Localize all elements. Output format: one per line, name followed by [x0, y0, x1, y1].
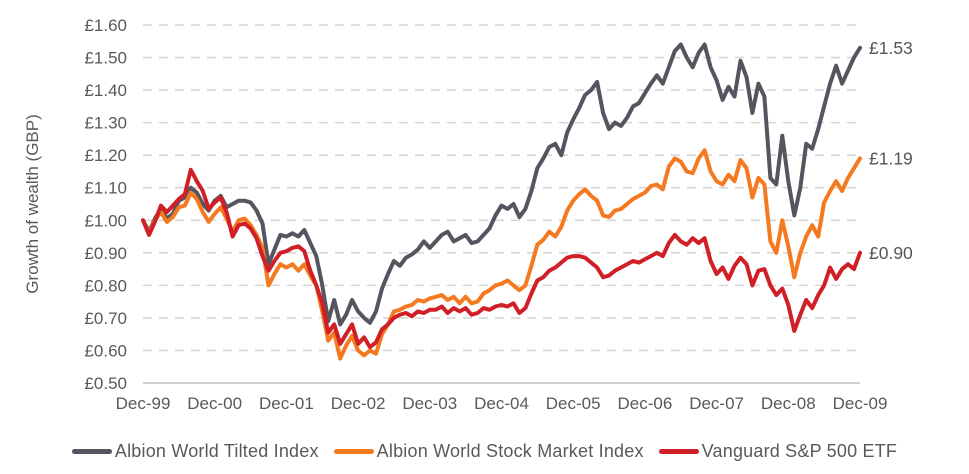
- legend-line-swatch-dark: [71, 448, 112, 454]
- y-tick-label: £1.40: [84, 81, 127, 100]
- chart-legend: Albion World Tilted Index Albion World S…: [0, 436, 969, 466]
- y-tick-label: £0.80: [84, 276, 127, 295]
- series-line-vanguard-s-p-500-etf: [141, 167, 862, 350]
- x-tick-label: Dec-00: [187, 394, 242, 413]
- legend-label: Albion World Stock Market Index: [376, 440, 644, 461]
- y-tick-label: £1.00: [84, 211, 127, 230]
- y-tick-label: £0.50: [84, 374, 127, 393]
- series-line-albion-world-stock-market-index: [141, 148, 862, 361]
- legend-item-albion-world-stock-market-index: Albion World Stock Market Index: [333, 440, 644, 462]
- y-tick-label: £0.90: [84, 244, 127, 263]
- y-tick-label: £1.30: [84, 114, 127, 133]
- y-tick-label: £1.60: [84, 16, 127, 35]
- y-tick-label: £1.50: [84, 49, 127, 68]
- x-tick-label: Dec-03: [402, 394, 457, 413]
- y-axis-title: Growth of wealth (GBP): [23, 114, 42, 294]
- y-tick-label: £0.70: [84, 309, 127, 328]
- series-line-albion-world-tilted-index: [141, 42, 862, 327]
- x-tick-label: Dec-04: [474, 394, 529, 413]
- legend-label: Albion World Tilted Index: [114, 440, 319, 461]
- x-tick-label: Dec-07: [689, 394, 744, 413]
- legend-line-swatch-orange: [333, 448, 374, 454]
- legend-item-albion-world-tilted-index: Albion World Tilted Index: [71, 440, 319, 462]
- x-tick-label: Dec-99: [116, 394, 171, 413]
- x-tick-label: Dec-08: [761, 394, 816, 413]
- y-tick-label: £0.60: [84, 341, 127, 360]
- x-tick-label: Dec-02: [331, 394, 386, 413]
- series-end-value-label: £1.53: [869, 38, 913, 58]
- legend-line-swatch-red: [658, 448, 699, 454]
- legend-item-vanguard-sp500-etf: Vanguard S&P 500 ETF: [658, 440, 898, 462]
- x-tick-label: Dec-05: [546, 394, 601, 413]
- series-end-value-label: £0.90: [869, 243, 913, 263]
- x-tick-label: Dec-06: [617, 394, 672, 413]
- x-tick-label: Dec-09: [833, 394, 888, 413]
- y-tick-label: £1.10: [84, 179, 127, 198]
- x-tick-label: Dec-01: [259, 394, 314, 413]
- y-tick-label: £1.20: [84, 146, 127, 165]
- legend-label: Vanguard S&P 500 ETF: [701, 440, 898, 461]
- series-end-value-label: £1.19: [869, 148, 913, 168]
